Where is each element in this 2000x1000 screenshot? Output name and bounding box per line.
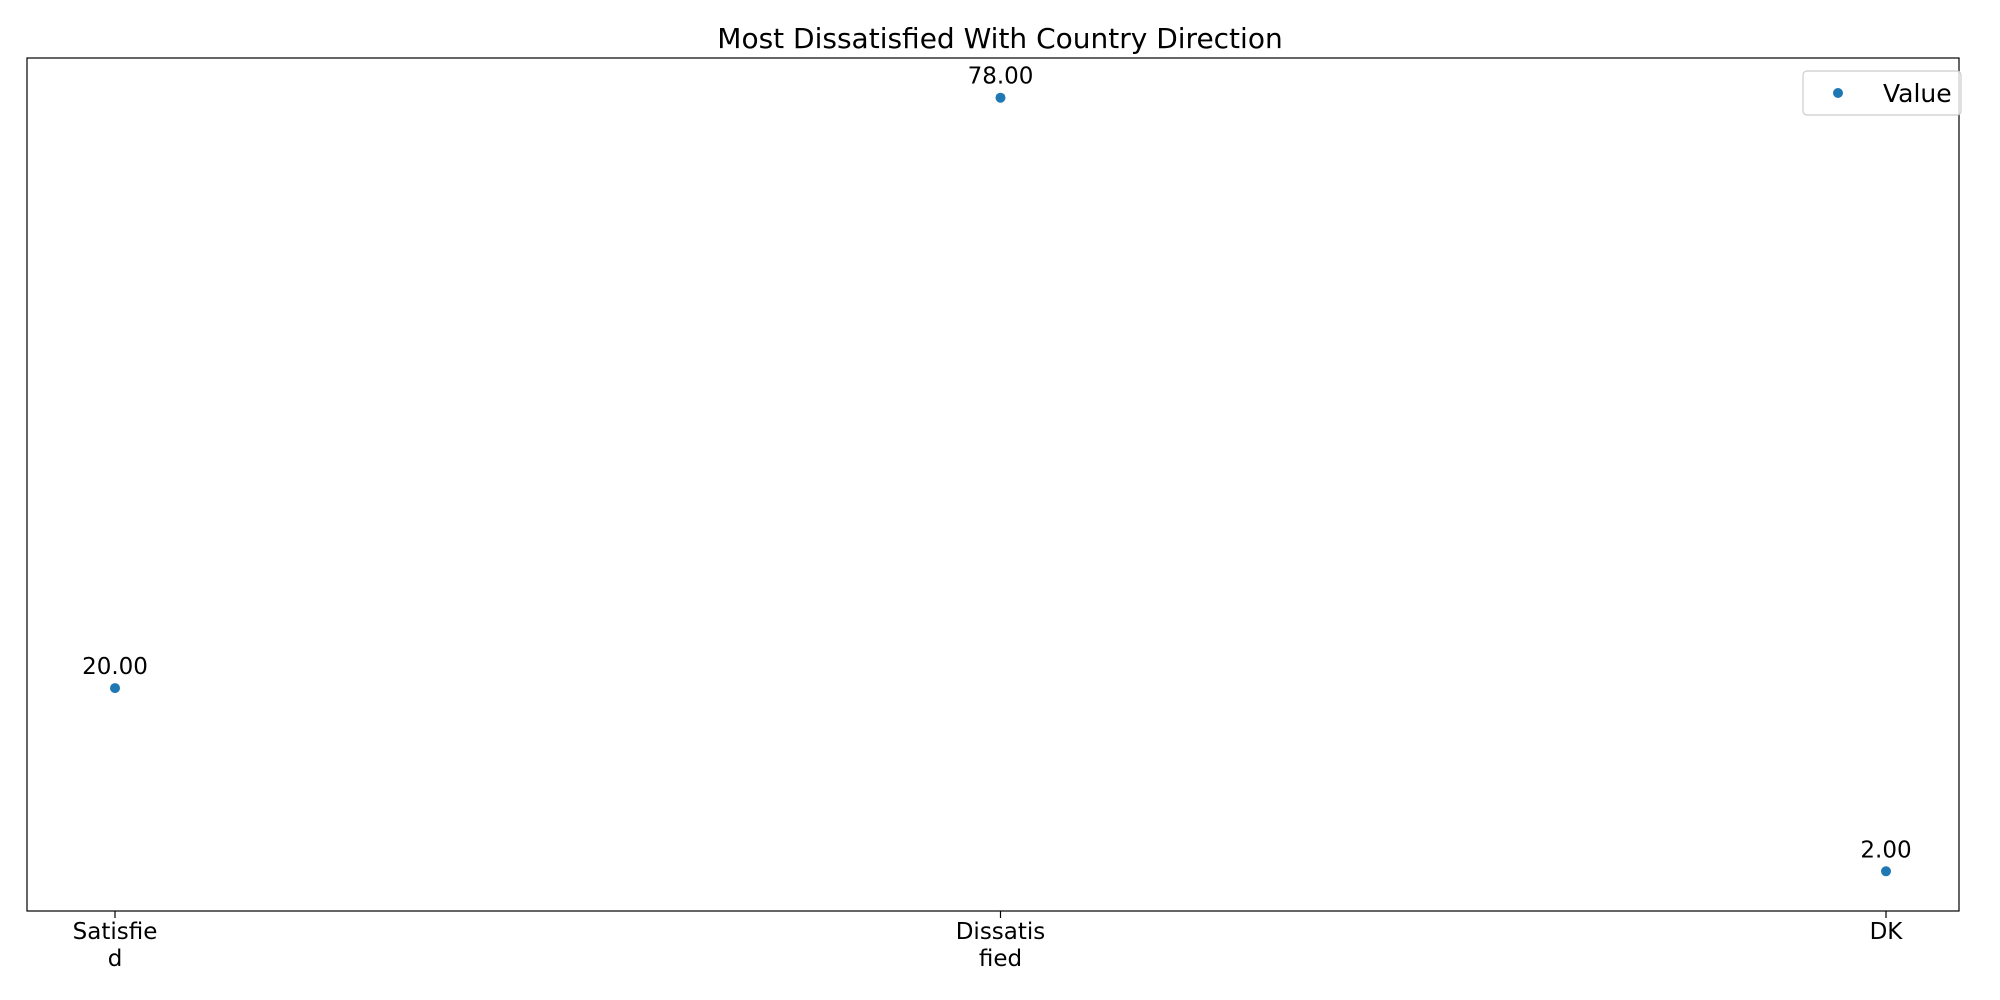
- plot-area: [26, 57, 1960, 912]
- chart-title: Most Dissatisfied With Country Direction: [717, 22, 1282, 55]
- legend-marker: [1833, 88, 1843, 98]
- legend-frame: [1802, 70, 1962, 116]
- data-point: [995, 92, 1006, 103]
- data-labels: 20.00 78.00 2.00: [82, 64, 1912, 864]
- x-tick-label: Satisfie d: [73, 919, 158, 972]
- x-tick-label: Dissatis fied: [956, 919, 1046, 972]
- legend: Value: [1802, 70, 1962, 116]
- x-axis-ticks: Satisfie d Dissatis fied DK: [73, 911, 1904, 972]
- data-label: 78.00: [968, 64, 1034, 90]
- data-points: [110, 92, 1891, 877]
- legend-label: Value: [1883, 79, 1952, 108]
- x-tick-label: DK: [1870, 919, 1904, 945]
- data-label: 2.00: [1860, 837, 1911, 863]
- data-label: 20.00: [82, 654, 148, 680]
- data-point: [1881, 866, 1891, 877]
- data-point: [110, 683, 120, 694]
